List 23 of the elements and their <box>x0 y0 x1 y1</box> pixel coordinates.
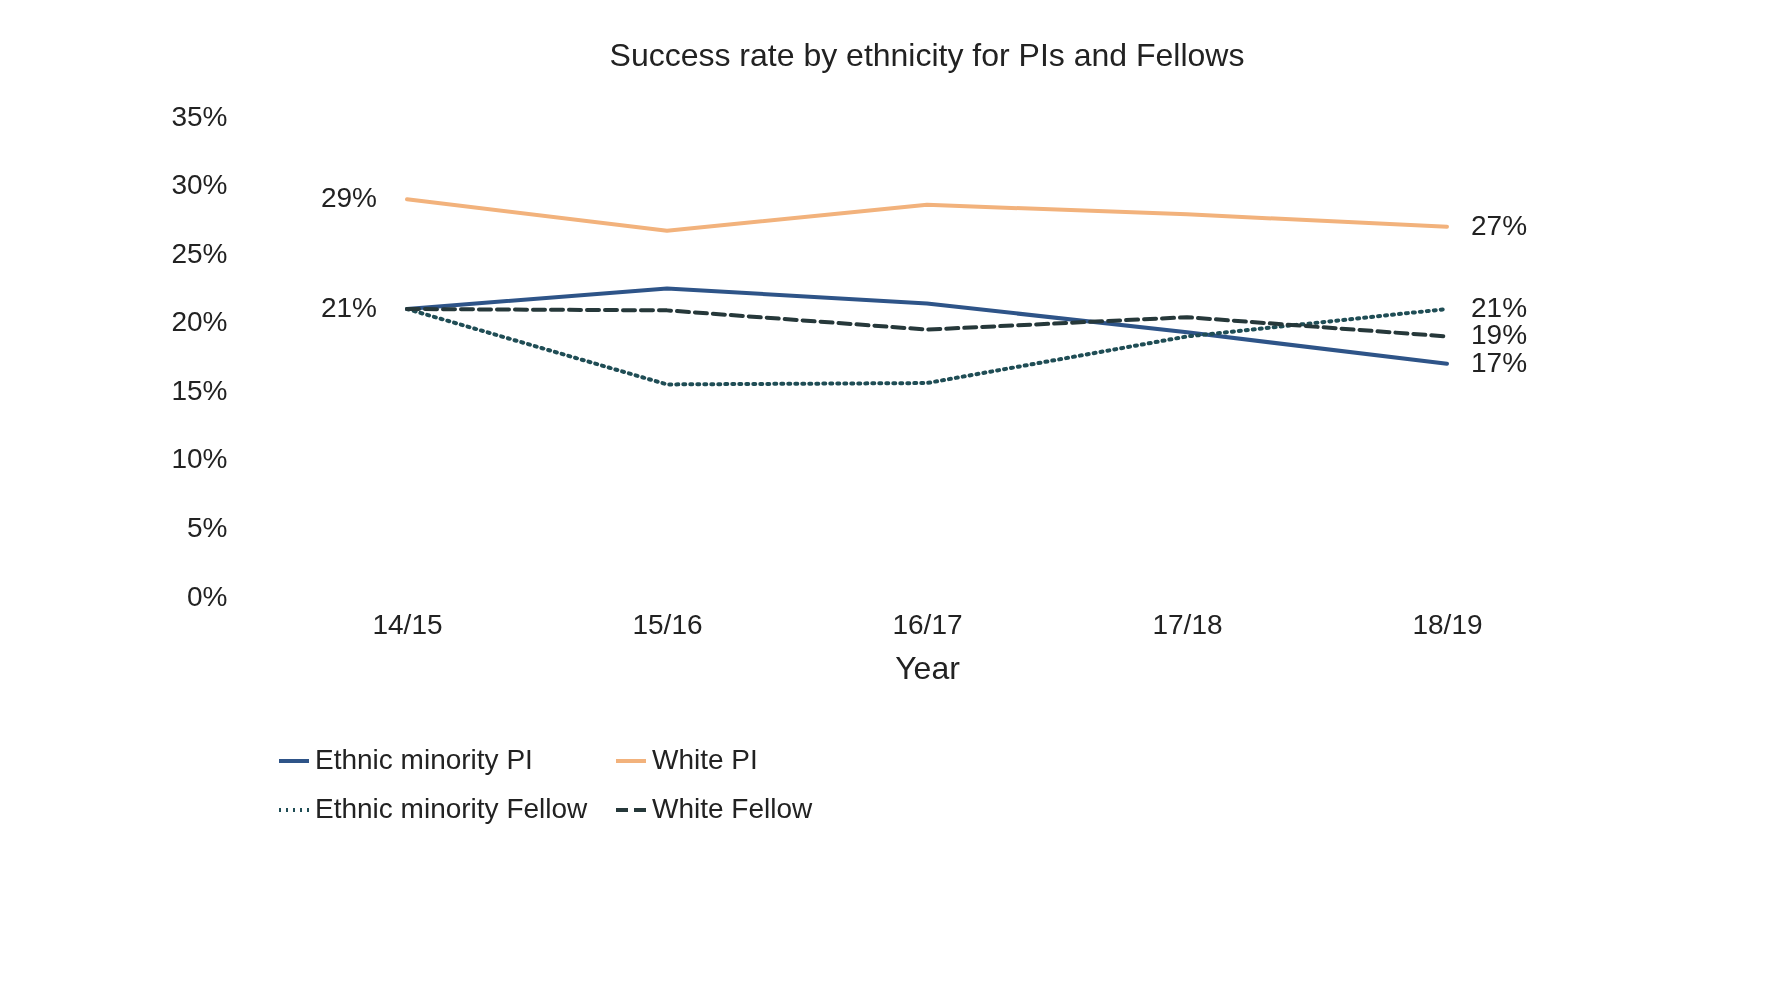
legend-label: Ethnic minority PI <box>315 744 533 775</box>
x-tick-label: 18/19 <box>1412 608 1483 640</box>
y-tick-label: 15% <box>171 374 228 406</box>
x-tick-label: 14/15 <box>372 608 443 640</box>
x-tick-label: 15/16 <box>632 608 703 640</box>
x-tick-label: 17/18 <box>1152 608 1223 640</box>
y-tick-label: 5% <box>187 511 228 543</box>
y-tick-label: 0% <box>187 580 228 612</box>
legend-label: White PI <box>652 744 758 775</box>
chart-title: Success rate by ethnicity for PIs and Fellows <box>609 37 1245 73</box>
y-tick-label: 25% <box>171 237 228 269</box>
data-label: 27% <box>1471 209 1528 241</box>
y-tick-label: 35% <box>171 100 228 132</box>
legend-label: White Fellow <box>652 793 814 824</box>
data-label: 29% <box>320 182 377 214</box>
legend-label: Ethnic minority Fellow <box>315 793 589 824</box>
y-tick-label: 20% <box>171 306 228 338</box>
line-series <box>405 197 1449 233</box>
y-tick-label: 30% <box>171 169 228 201</box>
x-axis-title: Year <box>895 649 961 686</box>
y-tick-label: 10% <box>171 443 228 475</box>
x-tick-label: 16/17 <box>892 608 963 640</box>
data-label: 21% <box>320 292 377 323</box>
